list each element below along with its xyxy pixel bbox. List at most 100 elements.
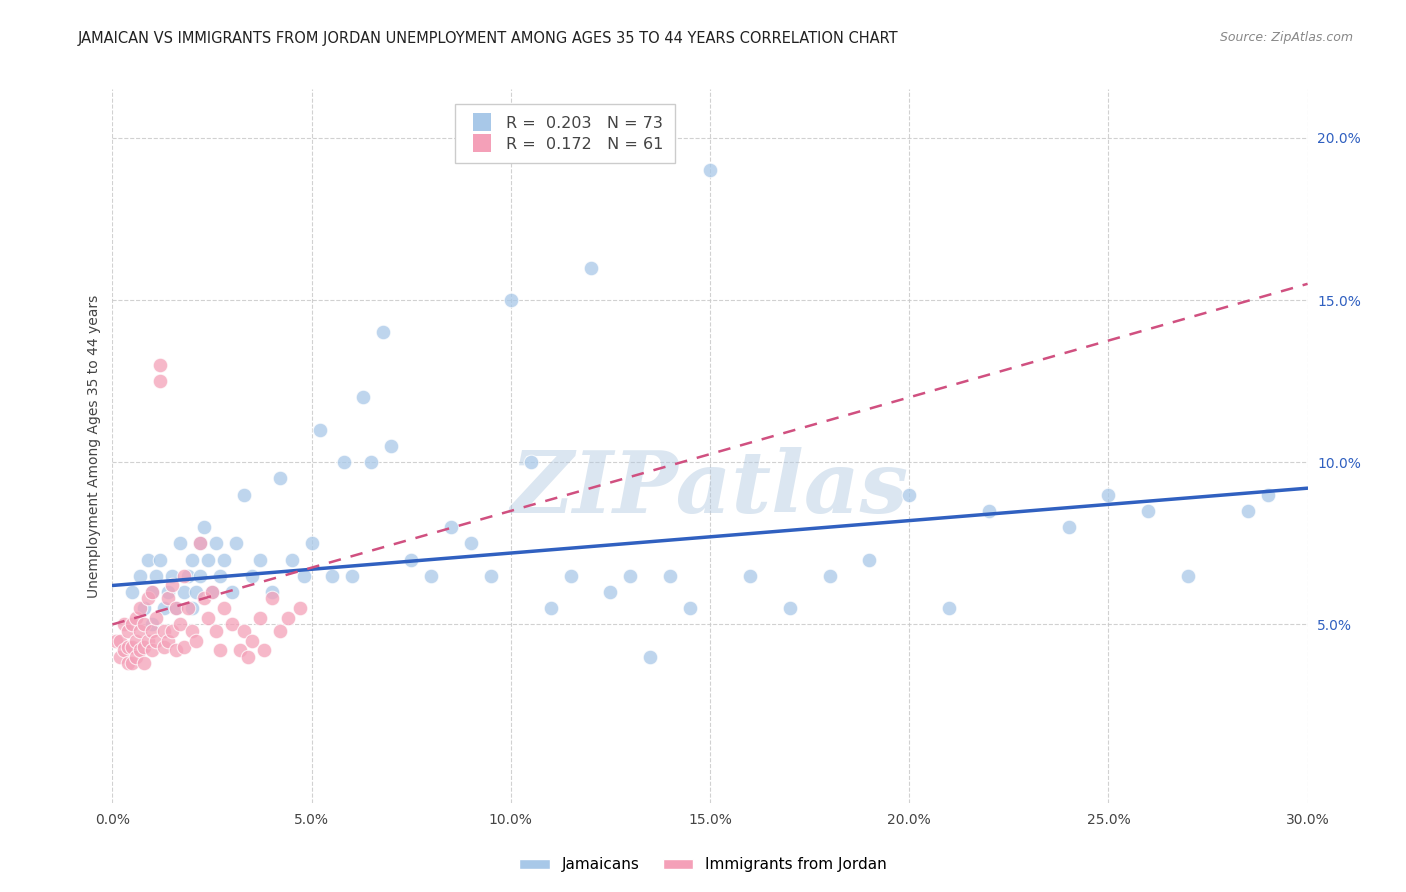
Point xyxy=(141,585,163,599)
Point xyxy=(165,601,187,615)
Point xyxy=(460,536,482,550)
Point xyxy=(134,657,156,671)
Point xyxy=(138,591,160,606)
Point xyxy=(1097,488,1119,502)
Point xyxy=(197,611,219,625)
Point xyxy=(121,617,143,632)
Point xyxy=(117,640,139,654)
Point xyxy=(145,611,167,625)
Point xyxy=(253,643,276,657)
Point xyxy=(173,568,195,582)
Text: ZIPatlas: ZIPatlas xyxy=(510,447,910,531)
Point xyxy=(977,504,1000,518)
Point xyxy=(149,358,172,372)
Point xyxy=(105,633,128,648)
Point xyxy=(153,624,176,638)
Point xyxy=(121,657,143,671)
Point xyxy=(181,601,204,615)
Point xyxy=(1257,488,1279,502)
Point xyxy=(129,601,152,615)
Point xyxy=(301,536,323,550)
Point xyxy=(117,657,139,671)
Point xyxy=(898,488,921,502)
Point xyxy=(134,601,156,615)
Point xyxy=(162,624,183,638)
Point xyxy=(321,568,343,582)
Point xyxy=(129,568,152,582)
Point xyxy=(181,552,204,566)
Point xyxy=(249,552,271,566)
Point xyxy=(260,591,283,606)
Point xyxy=(125,649,148,664)
Text: Source: ZipAtlas.com: Source: ZipAtlas.com xyxy=(1219,31,1353,45)
Point xyxy=(212,601,235,615)
Point xyxy=(162,578,183,592)
Point xyxy=(401,552,423,566)
Point xyxy=(560,568,582,582)
Y-axis label: Unemployment Among Ages 35 to 44 years: Unemployment Among Ages 35 to 44 years xyxy=(87,294,101,598)
Point xyxy=(579,260,602,275)
Point xyxy=(157,585,180,599)
Point xyxy=(162,568,183,582)
Point xyxy=(599,585,621,599)
Point xyxy=(188,568,211,582)
Point xyxy=(209,568,232,582)
Point xyxy=(818,568,841,582)
Point xyxy=(188,536,211,550)
Point xyxy=(197,552,219,566)
Point xyxy=(173,640,195,654)
Point xyxy=(269,471,291,485)
Point xyxy=(125,633,148,648)
Point xyxy=(157,591,180,606)
Point xyxy=(129,624,152,638)
Point xyxy=(308,423,330,437)
Point xyxy=(353,390,375,404)
Point xyxy=(229,643,252,657)
Point xyxy=(373,326,395,340)
Point xyxy=(114,617,135,632)
Point xyxy=(186,633,208,648)
Point xyxy=(145,568,167,582)
Point xyxy=(149,374,172,388)
Point xyxy=(249,611,271,625)
Point xyxy=(141,585,163,599)
Point xyxy=(141,643,163,657)
Point xyxy=(212,552,235,566)
Point xyxy=(193,520,215,534)
Point xyxy=(201,585,224,599)
Point xyxy=(520,455,543,469)
Point xyxy=(380,439,402,453)
Point xyxy=(233,624,256,638)
Text: JAMAICAN VS IMMIGRANTS FROM JORDAN UNEMPLOYMENT AMONG AGES 35 TO 44 YEARS CORREL: JAMAICAN VS IMMIGRANTS FROM JORDAN UNEMP… xyxy=(77,31,898,46)
Legend: Jamaicans, Immigrants from Jordan: Jamaicans, Immigrants from Jordan xyxy=(512,849,894,880)
Point xyxy=(1177,568,1199,582)
Point xyxy=(281,552,304,566)
Point xyxy=(225,536,247,550)
Point xyxy=(141,617,163,632)
Point xyxy=(779,601,801,615)
Point xyxy=(679,601,702,615)
Point xyxy=(165,643,187,657)
Point xyxy=(1057,520,1080,534)
Point xyxy=(360,455,382,469)
Point xyxy=(153,601,176,615)
Point xyxy=(340,568,363,582)
Point xyxy=(117,624,139,638)
Point xyxy=(141,624,163,638)
Point xyxy=(201,585,224,599)
Point xyxy=(659,568,682,582)
Point xyxy=(221,617,243,632)
Point xyxy=(236,649,259,664)
Point xyxy=(186,585,208,599)
Point xyxy=(121,640,143,654)
Point xyxy=(138,552,160,566)
Point xyxy=(169,617,191,632)
Point xyxy=(134,640,156,654)
Point xyxy=(479,568,502,582)
Point xyxy=(269,624,291,638)
Point xyxy=(165,601,187,615)
Point xyxy=(619,568,641,582)
Point xyxy=(1137,504,1160,518)
Point xyxy=(125,611,148,625)
Point xyxy=(499,293,522,307)
